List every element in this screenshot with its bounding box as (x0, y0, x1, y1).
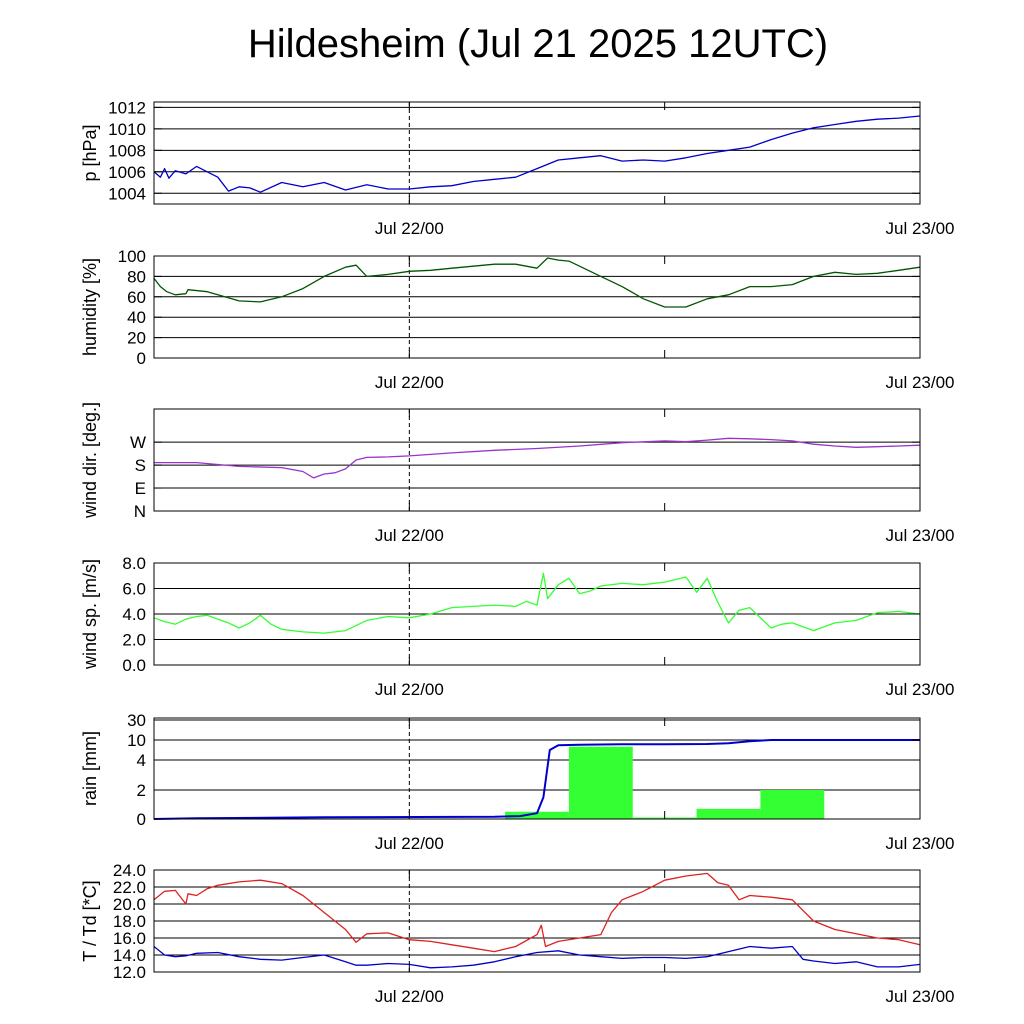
rain-bar (505, 811, 569, 819)
series-line (153, 739, 920, 820)
y-tick-label: 8.0 (122, 554, 146, 573)
y-tick-label: 24.0 (113, 861, 146, 880)
y-tick-label: 100 (118, 247, 146, 266)
panel-6: 12.014.016.018.020.022.024.0 Jul 22/00 Jul… (80, 861, 955, 1006)
y-tick-label: 18.0 (113, 912, 146, 931)
y-tick-label: 4 (137, 751, 146, 770)
y-tick-label: 4.0 (122, 605, 146, 624)
y-tick-label: 0 (137, 349, 146, 368)
series-line (153, 945, 921, 969)
y-tick-label: 0 (137, 810, 146, 829)
plot-frame (153, 408, 921, 512)
page-title: Hildesheim (Jul 21 2025 12UTC) (247, 22, 829, 66)
x-tick-label: Jul 23/00 (886, 219, 955, 238)
series-line (153, 257, 921, 308)
x-tick-label: Jul 23/00 (886, 834, 955, 853)
y-tick-label: W (130, 433, 146, 452)
y-axis-label: T / Td [*C] (80, 880, 100, 961)
y-tick-label: 60 (127, 288, 146, 307)
x-tick-label: Jul 23/00 (886, 987, 955, 1006)
series-line (153, 572, 921, 634)
plot-frame (153, 101, 921, 205)
y-tick-label: 20 (127, 329, 146, 348)
x-tick-label: Jul 23/00 (886, 526, 955, 545)
y-tick-label: 40 (127, 308, 146, 327)
y-axis-label: wind dir. [deg.] (80, 402, 100, 519)
x-tick-label: Jul 22/00 (375, 526, 444, 545)
x-tick-label: Jul 22/00 (375, 987, 444, 1006)
y-tick-label: E (135, 479, 146, 498)
y-tick-label: 6.0 (122, 580, 146, 599)
x-tick-label: Jul 22/00 (375, 834, 444, 853)
y-tick-label: 16.0 (113, 929, 146, 948)
y-axis-label: humidity [%] (80, 258, 100, 356)
series-line (153, 872, 921, 953)
y-tick-label: 2 (137, 781, 146, 800)
x-tick-label: Jul 22/00 (375, 373, 444, 392)
plot-frame (153, 717, 921, 820)
y-tick-label: N (134, 502, 146, 521)
y-tick-label: 0.0 (122, 656, 146, 675)
y-tick-label: 22.0 (113, 878, 146, 897)
y-tick-label: 1010 (108, 120, 146, 139)
y-axis-label: rain [mm] (80, 731, 100, 806)
y-tick-label: S (135, 456, 146, 475)
y-tick-label: 1006 (108, 163, 146, 182)
y-tick-label: 12.0 (113, 963, 146, 982)
rain-bar (760, 790, 825, 819)
series-line (153, 115, 921, 193)
y-tick-label: 10 (127, 731, 146, 750)
y-tick-label: 2.0 (122, 631, 146, 650)
panel-4: 0.0 2.0 4.0 6.0 8.0 Jul 22/00 Jul 23/00 wind sp… (80, 554, 955, 699)
x-tick-label: Jul 23/00 (886, 373, 955, 392)
y-tick-label: 1008 (108, 141, 146, 160)
panel-1: 1004 1006 1008 1010 1012 Jul 22/00 Jul 23/00 p … (80, 98, 955, 238)
y-tick-label: 1012 (108, 98, 146, 117)
y-tick-label: 20.0 (113, 895, 146, 914)
x-tick-label: Jul 22/00 (375, 219, 444, 238)
rain-bar (568, 746, 633, 819)
y-axis-label: p [hPa] (80, 124, 100, 181)
y-tick-label: 80 (127, 267, 146, 286)
x-tick-label: Jul 23/00 (886, 680, 955, 699)
y-axis-label: wind sp. [m/s] (80, 559, 100, 670)
y-tick-label: 1004 (108, 184, 146, 203)
x-tick-label: Jul 22/00 (375, 680, 444, 699)
series-line (154, 437, 921, 479)
rain-bar (696, 808, 761, 819)
y-tick-label: 14.0 (113, 946, 146, 965)
plot-frame (153, 255, 921, 359)
y-tick-label: 30 (127, 711, 146, 730)
